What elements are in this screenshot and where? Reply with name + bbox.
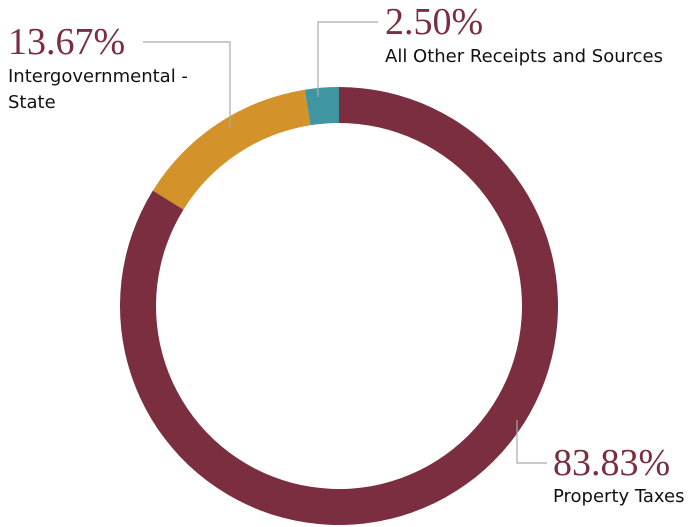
category-label: Intergovernmental - State (8, 66, 188, 113)
value-label: 83.83% (553, 442, 671, 484)
category-label: All Other Receipts and Sources (385, 46, 663, 67)
leader-line (317, 21, 378, 97)
leader-line (516, 420, 547, 464)
donut-segment (304, 87, 339, 126)
value-label: 2.50% (385, 1, 484, 43)
leader-line (143, 41, 231, 128)
donut-segment (152, 89, 311, 210)
value-label: 13.67% (8, 21, 126, 63)
category-label: Property Taxes (553, 486, 685, 507)
